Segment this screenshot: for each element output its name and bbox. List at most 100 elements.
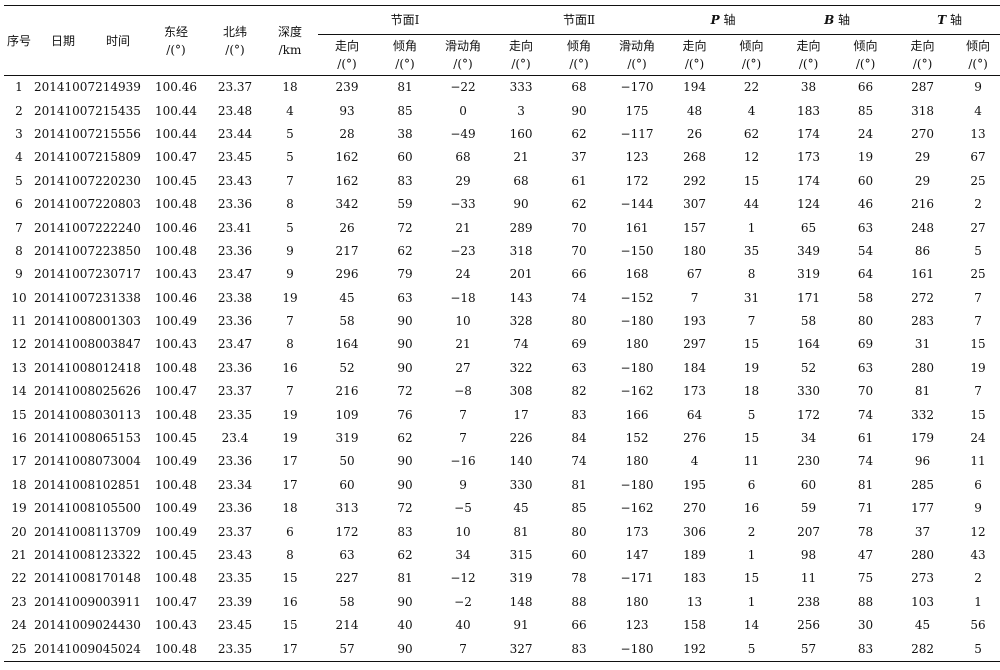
cell-time: 214939 <box>95 80 141 95</box>
cell-longitude: 100.47 <box>155 594 197 609</box>
header-depth: 深度 /km <box>262 5 318 76</box>
cell-t-plunge: 43 <box>970 548 986 562</box>
cell-date: 20141008 <box>34 477 96 492</box>
cell-longitude: 100.49 <box>155 454 197 469</box>
cell-t-azimuth: 283 <box>911 314 935 329</box>
cell-b-azimuth: 38 <box>800 80 817 95</box>
cell-plane2-rake: −180 <box>620 477 654 492</box>
cell-t-azimuth: 273 <box>911 571 935 586</box>
cell-plane1-dip: 90 <box>397 360 413 375</box>
cell-plane1-rake: 7 <box>459 407 467 422</box>
cell-latitude: 23.38 <box>217 290 253 305</box>
cell-t-plunge: 67 <box>970 150 986 165</box>
cell-time: 102851 <box>95 477 141 492</box>
cell-b-azimuth: 11 <box>800 571 817 586</box>
cell-b-azimuth: 171 <box>797 290 820 305</box>
cell-plane2-rake: 180 <box>625 594 649 609</box>
cell-plane2-rake: 123 <box>625 150 649 165</box>
cell-plane2-strike: 90 <box>513 197 529 212</box>
cell-plane1-strike: 172 <box>335 524 359 539</box>
cell-plane2-dip: 90 <box>571 103 587 118</box>
cell-seq: 6 <box>15 197 23 212</box>
cell-plane2-rake: −152 <box>620 290 654 305</box>
table-row: 21 20141008 123322 100.45 23.43 8 63 62 34 315 60 1… <box>4 544 1000 567</box>
cell-time: 012418 <box>95 360 141 375</box>
cell-plane2-strike: 201 <box>509 267 533 282</box>
cell-plane1-dip: 63 <box>397 290 413 305</box>
focal-mechanism-table: 序号 日期 时间 东经 /(°) 北纬 /(°) 深度 /km 节面Ⅰ 节面Ⅱ … <box>4 5 1000 662</box>
table-row: 22 20141008 170148 100.48 23.35 15 227 81 −12 319… <box>4 567 1000 590</box>
cell-date: 20141007 <box>34 80 96 95</box>
cell-seq: 7 <box>15 220 23 235</box>
cell-p-plunge: 22 <box>743 80 760 95</box>
cell-plane1-dip: 81 <box>397 571 413 586</box>
cell-depth: 19 <box>282 290 298 305</box>
cell-plane1-rake: 7 <box>434 637 493 662</box>
cell-p-plunge: 12 <box>743 150 760 165</box>
cell-b-azimuth: 183 <box>797 103 820 118</box>
cell-b-plunge: 66 <box>857 80 874 95</box>
cell-plane1-strike: 109 <box>335 407 359 422</box>
cell-plane1-rake: 9 <box>459 477 467 492</box>
header-p-axis-azimuth: 走向 /(°) <box>666 34 724 76</box>
cell-b-azimuth: 60 <box>800 477 817 492</box>
cell-date: 20141008 <box>34 384 96 399</box>
cell-date: 20141008 <box>34 454 96 469</box>
header-b-axis-azimuth-unit: /(°) <box>798 57 819 71</box>
cell-plane1-dip: 72 <box>397 501 413 516</box>
cell-t-plunge: 5 <box>974 243 982 258</box>
cell-plane1-dip: 83 <box>397 173 413 188</box>
cell-seq: 20 <box>11 524 27 539</box>
cell-plane2-dip: 74 <box>571 454 587 469</box>
cell-t-plunge: 7 <box>974 290 982 305</box>
table-row: 25 20141009 045024 100.48 23.35 17 57 90 7 327 83−… <box>4 637 1000 662</box>
cell-plane2-strike: 319 <box>509 571 533 586</box>
cell-plane1-strike: 93 <box>339 103 355 118</box>
cell-b-azimuth: 52 <box>800 360 817 375</box>
cell-p-azimuth: 270 <box>683 501 706 516</box>
cell-plane1-rake: 34 <box>455 548 471 562</box>
cell-plane2-rake: −180 <box>608 637 667 662</box>
cell-plane2-dip: 84 <box>571 431 587 446</box>
cell-t-plunge: 9 <box>974 80 982 95</box>
cell-plane2-strike: 333 <box>509 80 533 95</box>
cell-longitude: 100.48 <box>155 243 197 258</box>
cell-plane2-strike: 318 <box>509 243 533 258</box>
cell-p-azimuth: 64 <box>686 407 703 422</box>
cell-b-plunge: 54 <box>857 243 874 258</box>
cell-depth: 7 <box>286 384 294 399</box>
table-row: 24 20141009 024430 100.43 23.45 15 214 40 40 91 66… <box>4 614 1000 637</box>
cell-p-plunge: 18 <box>743 384 760 399</box>
cell-date: 20141008 <box>34 407 96 422</box>
cell-p-plunge: 62 <box>743 126 760 141</box>
cell-p-azimuth: 189 <box>683 548 706 562</box>
cell-t-azimuth: 81 <box>914 384 931 399</box>
cell-plane2-strike: 3 <box>517 103 525 118</box>
cell-depth: 18 <box>282 80 298 95</box>
cell-plane1-dip: 62 <box>397 431 413 446</box>
header-longitude-unit: /(°) <box>166 42 186 57</box>
table-row: 11 20141008 001303 100.49 23.36 7 58 90 10 328 80 −… <box>4 310 1000 333</box>
cell-date: 20141008 <box>34 431 96 446</box>
cell-p-plunge: 6 <box>747 477 756 492</box>
cell-plane1-rake: −8 <box>454 384 472 399</box>
header-plane1-rake: 滑动角 /(°) <box>434 34 493 76</box>
cell-plane2-dip: 80 <box>571 524 587 539</box>
cell-time: 105500 <box>95 501 141 516</box>
cell-t-azimuth: 29 <box>914 173 931 188</box>
cell-p-azimuth: 192 <box>666 637 724 662</box>
cell-longitude: 100.48 <box>155 571 197 586</box>
header-plane2-dip-label: 倾角 <box>567 39 592 53</box>
cell-depth: 15 <box>282 618 298 633</box>
cell-t-plunge: 2 <box>974 571 982 586</box>
cell-b-plunge: 70 <box>857 384 874 399</box>
cell-depth: 8 <box>286 197 294 212</box>
header-t-axis-azimuth: 走向 /(°) <box>894 34 952 76</box>
cell-p-azimuth: 183 <box>683 571 706 586</box>
cell-b-plunge: 61 <box>857 431 874 446</box>
header-b-axis-plunge: 倾向 /(°) <box>837 34 895 76</box>
cell-seq: 13 <box>11 360 27 375</box>
cell-time: 231338 <box>95 290 141 305</box>
table-row: 15 20141008 030113 100.48 23.35 19 109 76 7 17 83 1… <box>4 403 1000 426</box>
cell-seq: 14 <box>11 384 27 399</box>
